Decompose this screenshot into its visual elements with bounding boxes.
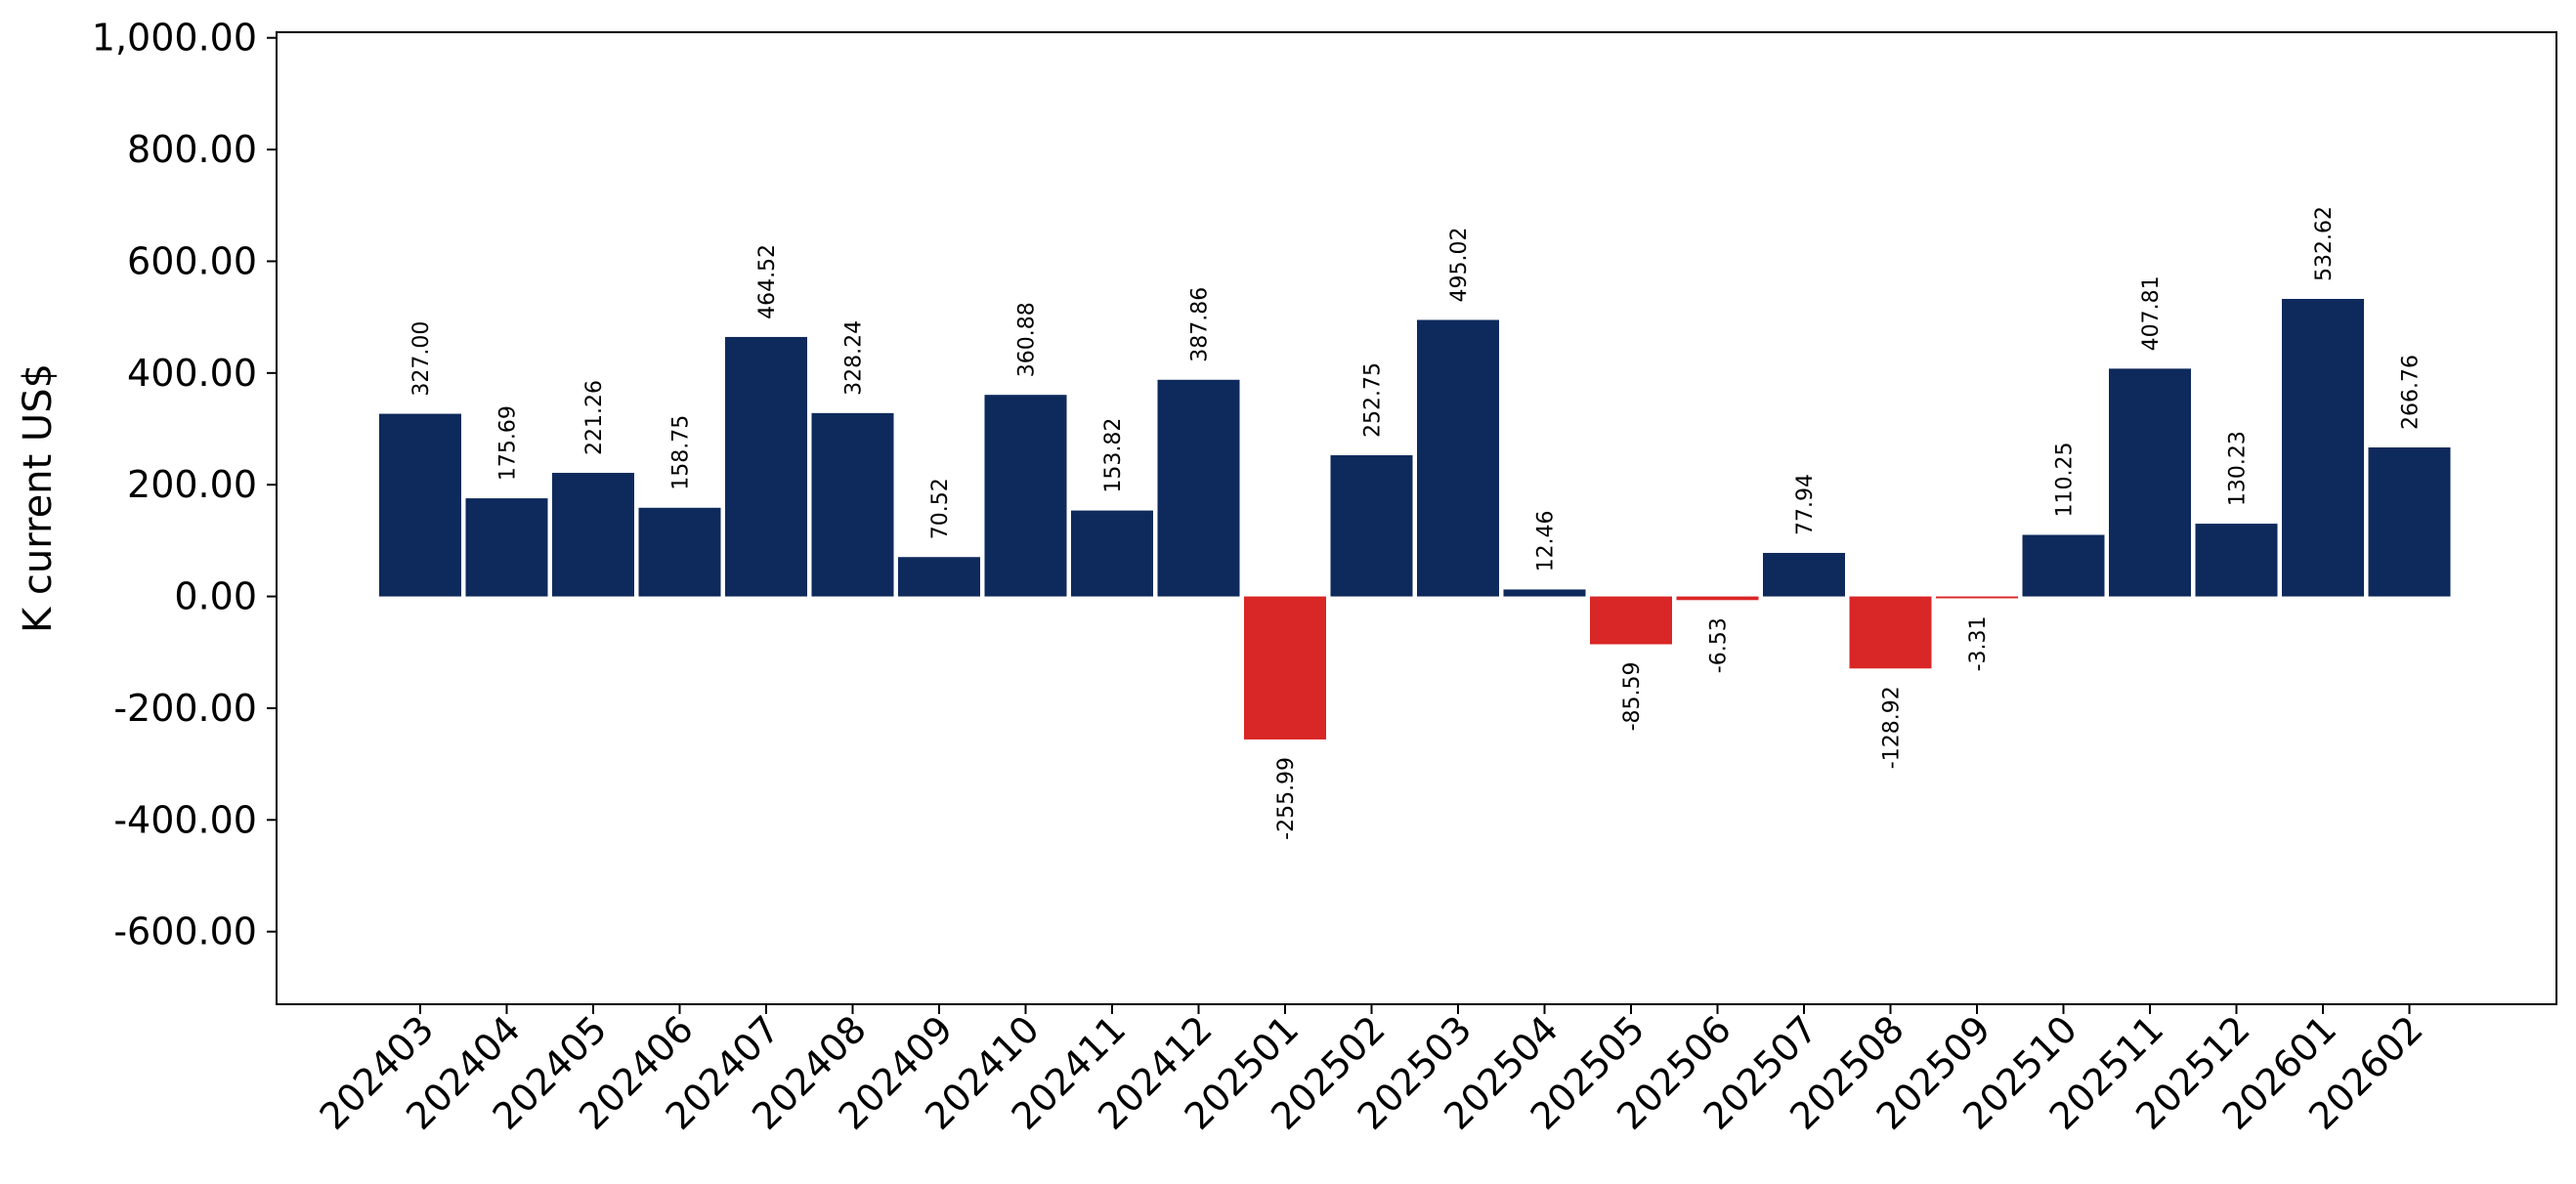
data-label: 110.25 [2053, 443, 2078, 518]
x-axis-ticks: 2024032024042024052024062024072024082024… [312, 1004, 2431, 1138]
data-label: 495.02 [1447, 228, 1472, 303]
bar [638, 507, 721, 597]
bar [2022, 534, 2105, 597]
bar [1503, 589, 1586, 597]
y-tick-label: 0.00 [174, 575, 257, 618]
data-label: 464.52 [755, 244, 780, 319]
data-label: 407.81 [2139, 275, 2164, 351]
y-tick-label: 1,000.00 [92, 17, 257, 60]
data-label: 70.52 [928, 478, 953, 539]
data-label: 153.82 [1101, 418, 1126, 493]
y-tick-label: -600.00 [113, 910, 257, 953]
data-label: 12.46 [1534, 510, 1559, 571]
bar [465, 498, 548, 597]
bar [2195, 524, 2278, 597]
data-label: -128.92 [1880, 686, 1905, 769]
data-label: 252.75 [1361, 362, 1386, 438]
data-label: 221.26 [582, 380, 607, 455]
y-tick-label: -400.00 [113, 798, 257, 841]
y-tick-label: 400.00 [127, 352, 257, 395]
data-label: 327.00 [409, 321, 434, 397]
data-labels: 327.00 175.69 221.26 158.75 464.52 328.24 70.5… [409, 206, 2424, 840]
y-tick-label: 800.00 [127, 128, 257, 171]
bar [1417, 319, 1499, 597]
bar [552, 473, 634, 597]
bar [1330, 455, 1413, 597]
y-axis-ticks: -600.00 -400.00 -200.00 0.00 200.00 400.00 600… [92, 17, 277, 953]
data-label: -255.99 [1274, 757, 1299, 840]
bar [811, 412, 894, 597]
bar [379, 413, 461, 597]
data-label: 175.69 [496, 405, 521, 481]
data-label: 130.23 [2226, 431, 2251, 506]
data-label: 360.88 [1015, 302, 1040, 377]
bar [1763, 552, 1845, 597]
bar [984, 395, 1067, 597]
bars [379, 298, 2451, 740]
data-label: 266.76 [2399, 355, 2424, 430]
data-label: -85.59 [1620, 662, 1645, 732]
y-axis-label: K current US$ [16, 363, 61, 633]
bar [1849, 596, 1932, 669]
bar [2109, 368, 2191, 597]
bar [1157, 379, 1240, 597]
bar [2282, 298, 2364, 597]
data-label: 158.75 [669, 415, 694, 490]
data-label: -6.53 [1707, 617, 1732, 673]
bar [1071, 510, 1153, 597]
bar [1936, 596, 2018, 599]
bar [725, 336, 807, 597]
data-label: 328.24 [842, 320, 867, 396]
data-label: 532.62 [2312, 206, 2337, 281]
data-label: 77.94 [1793, 474, 1818, 535]
bar [1590, 596, 1672, 645]
y-tick-label: -200.00 [113, 687, 257, 730]
bar [898, 557, 980, 597]
y-tick-label: 200.00 [127, 463, 257, 506]
bar [2368, 447, 2451, 597]
bar [1676, 596, 1759, 601]
data-label: -3.31 [1966, 615, 1991, 671]
y-tick-label: 600.00 [127, 239, 257, 282]
plot-frame [276, 31, 2557, 1005]
bar [1244, 596, 1326, 740]
data-label: 387.86 [1188, 287, 1213, 362]
